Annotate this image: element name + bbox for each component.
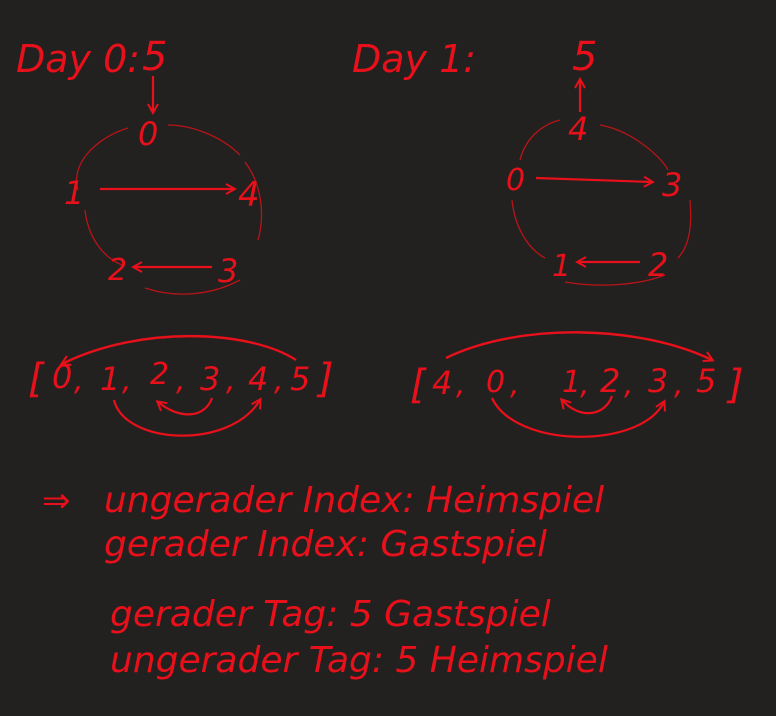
note-line-2: gerader Index: Gastspiel xyxy=(104,524,547,565)
day1-circle-outline xyxy=(511,119,692,286)
day1-arrow-0-to-3 xyxy=(535,178,652,182)
day0-circle-outline xyxy=(75,124,263,295)
day1-array-item-4: 3 xyxy=(648,362,668,400)
day0-array-close: ] xyxy=(316,356,334,402)
day0-arc-0-5 xyxy=(62,334,297,364)
day1-array-item-2: 1 xyxy=(562,365,581,400)
day1-array-item-3: 2 xyxy=(600,362,620,400)
day1-array-open: [ xyxy=(410,362,427,408)
day1-array-comma: , xyxy=(674,367,684,402)
day1-arc-0-3 xyxy=(491,397,664,438)
day0-array-open: [ xyxy=(28,356,45,402)
day0-node-2: 2 xyxy=(108,253,127,288)
day0-diagram: Day 0: 5 0 1 4 2 3 [ 0 , 1 , 2 , 3 , 4 ,… xyxy=(16,34,334,437)
day1-array-comma: , xyxy=(580,367,590,402)
day0-arc-1-4 xyxy=(112,400,260,437)
day1-top-node: 5 xyxy=(572,34,597,80)
implies-arrow: ⇒ xyxy=(42,481,71,521)
day0-array-item-0: 0 xyxy=(52,358,72,396)
day1-node-1: 1 xyxy=(552,249,571,284)
day1-arc-2-1 xyxy=(562,395,614,415)
day0-array-comma: , xyxy=(176,363,186,398)
day1-diagram: Day 1: 5 4 0 3 1 2 [ 4 , 0 , 1 , 2 , 3 ,… xyxy=(352,34,744,438)
note-line-4: ungerader Tag: 5 Heimspiel xyxy=(110,640,608,681)
day1-array-comma: , xyxy=(456,367,466,402)
day1-arc-4-5 xyxy=(445,331,712,360)
day1-node-2: 2 xyxy=(648,246,668,284)
day0-array-item-1: 1 xyxy=(100,360,120,398)
note-line-1: ungerader Index: Heimspiel xyxy=(104,480,604,521)
day0-top-node: 5 xyxy=(142,34,167,80)
day1-node-4: 4 xyxy=(568,110,588,148)
notes: ⇒ ungerader Index: Heimspiel gerader Ind… xyxy=(42,480,608,681)
day0-array-comma: , xyxy=(226,363,236,398)
day1-array-comma: , xyxy=(510,367,520,402)
day0-node-1: 1 xyxy=(64,174,84,212)
day0-node-4: 4 xyxy=(238,175,260,215)
day1-array-item-0: 4 xyxy=(432,364,452,402)
day1-array-close: ] xyxy=(726,362,744,408)
day1-node-3: 3 xyxy=(662,166,682,204)
day0-node-3: 3 xyxy=(218,252,238,290)
day0-array-item-2: 2 xyxy=(150,357,169,392)
day0-array-comma: , xyxy=(274,363,284,398)
day1-array-item-1: 0 xyxy=(486,365,505,400)
day0-label: Day 0: xyxy=(16,37,140,81)
day1-array-item-5: 5 xyxy=(696,362,716,400)
day0-array-item-4: 4 xyxy=(248,360,268,398)
day1-label: Day 1: xyxy=(352,37,476,81)
day0-array-item-3: 3 xyxy=(200,360,220,398)
day0-arc-3-2 xyxy=(158,397,214,416)
note-line-3: gerader Tag: 5 Gastspiel xyxy=(110,594,551,635)
day0-array-item-5: 5 xyxy=(290,360,310,398)
day0-array-comma: , xyxy=(74,363,84,398)
day1-node-0: 0 xyxy=(506,163,525,198)
day0-array-comma: , xyxy=(122,363,132,398)
day0-node-0: 0 xyxy=(138,115,158,153)
day1-array-comma: , xyxy=(624,367,634,402)
